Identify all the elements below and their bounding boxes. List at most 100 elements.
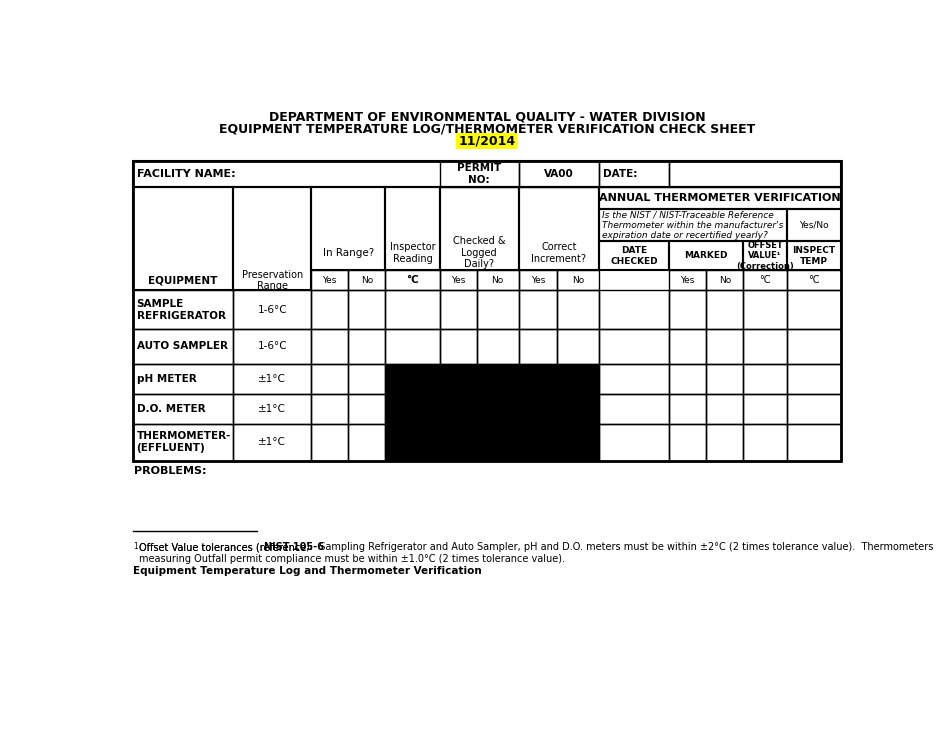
Text: In Range?: In Range?: [322, 248, 373, 258]
Bar: [386, 364, 599, 394]
Bar: [311, 424, 348, 460]
Bar: [440, 270, 477, 290]
Bar: [234, 364, 311, 394]
Bar: [386, 329, 440, 364]
Bar: [519, 290, 558, 329]
Text: Yes: Yes: [680, 276, 694, 285]
Text: THERMOMETER-
(EFFLUENT): THERMOMETER- (EFFLUENT): [137, 431, 231, 453]
Text: DEPARTMENT OF ENVIRONMENTAL QUALITY - WATER DIVISION: DEPARTMENT OF ENVIRONMENTAL QUALITY - WA…: [269, 111, 705, 124]
Text: ):  Sampling Refrigerator and Auto Sampler, pH and D.O. meters must be within ±2: ): Sampling Refrigerator and Auto Sample…: [306, 542, 934, 552]
Text: No: No: [572, 276, 584, 285]
Text: measuring Outfall permit compliance must be within ±1.0°C (2 times tolerance val: measuring Outfall permit compliance must…: [139, 554, 565, 564]
Bar: [558, 329, 599, 364]
Bar: [133, 290, 234, 329]
Text: PROBLEMS:: PROBLEMS:: [134, 466, 207, 476]
Bar: [519, 161, 599, 188]
Bar: [599, 241, 669, 270]
Bar: [787, 290, 841, 329]
Bar: [440, 188, 519, 270]
Text: EQUIPMENT: EQUIPMENT: [148, 276, 218, 285]
Bar: [599, 364, 669, 394]
Bar: [669, 424, 706, 460]
Text: NIST 105-6: NIST 105-6: [264, 542, 324, 552]
Bar: [386, 290, 440, 329]
Bar: [706, 329, 744, 364]
Bar: [787, 241, 841, 270]
Bar: [348, 329, 386, 364]
Text: 1: 1: [133, 542, 139, 551]
Bar: [669, 241, 744, 270]
Bar: [744, 329, 787, 364]
Bar: [599, 329, 669, 364]
Text: °C: °C: [759, 276, 770, 285]
Bar: [599, 394, 669, 424]
Bar: [311, 290, 348, 329]
Text: 1-6°C: 1-6°C: [257, 342, 287, 351]
Text: ±1°C: ±1°C: [258, 437, 286, 447]
Bar: [348, 424, 386, 460]
Bar: [744, 364, 787, 394]
Bar: [744, 424, 787, 460]
Bar: [133, 161, 841, 188]
Bar: [669, 364, 706, 394]
Text: D.O. METER: D.O. METER: [137, 404, 205, 414]
Bar: [744, 394, 787, 424]
Text: Offset Value tolerances (reference: Offset Value tolerances (reference: [139, 542, 310, 552]
Text: Yes: Yes: [531, 276, 545, 285]
Text: PERMIT
NO:: PERMIT NO:: [457, 163, 502, 185]
Bar: [440, 329, 477, 364]
Bar: [744, 270, 787, 290]
Bar: [348, 364, 386, 394]
Bar: [311, 188, 386, 270]
Bar: [669, 394, 706, 424]
Bar: [311, 270, 348, 290]
Bar: [669, 290, 706, 329]
Text: SAMPLE
REFRIGERATOR: SAMPLE REFRIGERATOR: [137, 299, 225, 320]
Text: Yes: Yes: [322, 276, 336, 285]
Bar: [133, 424, 234, 460]
Bar: [787, 394, 841, 424]
Bar: [133, 329, 234, 364]
Bar: [599, 290, 669, 329]
Bar: [133, 364, 234, 394]
Bar: [440, 290, 477, 329]
Bar: [669, 329, 706, 364]
Text: MARKED: MARKED: [684, 251, 728, 260]
Text: DATE:: DATE:: [603, 169, 637, 179]
Bar: [787, 424, 841, 460]
Bar: [669, 270, 706, 290]
Bar: [234, 329, 311, 364]
Text: No: No: [491, 276, 504, 285]
Text: FACILITY NAME:: FACILITY NAME:: [137, 169, 236, 179]
Bar: [348, 270, 386, 290]
Bar: [234, 188, 311, 290]
Bar: [599, 424, 669, 460]
Text: Checked &
Logged
Daily?: Checked & Logged Daily?: [453, 236, 505, 269]
Bar: [706, 290, 744, 329]
Bar: [133, 394, 234, 424]
Text: VA00: VA00: [544, 169, 574, 179]
Text: °C: °C: [406, 276, 419, 285]
Bar: [669, 161, 841, 188]
Text: ±1°C: ±1°C: [258, 404, 286, 414]
Text: 11/2014: 11/2014: [458, 135, 516, 147]
Bar: [234, 394, 311, 424]
Bar: [706, 424, 744, 460]
Bar: [519, 329, 558, 364]
Text: OFFSET
VALUE¹
(Correction): OFFSET VALUE¹ (Correction): [736, 241, 794, 270]
Bar: [599, 209, 787, 241]
Text: INSPECT
TEMP: INSPECT TEMP: [792, 246, 835, 265]
Bar: [477, 329, 519, 364]
Text: Offset Value tolerances (reference: Offset Value tolerances (reference: [139, 542, 310, 552]
Bar: [787, 329, 841, 364]
Bar: [519, 188, 599, 270]
Bar: [477, 290, 519, 329]
Bar: [787, 270, 841, 290]
Bar: [311, 394, 348, 424]
Text: pH METER: pH METER: [137, 374, 197, 384]
Bar: [311, 364, 348, 394]
Text: Equipment Temperature Log and Thermometer Verification: Equipment Temperature Log and Thermomete…: [133, 566, 482, 576]
Bar: [234, 424, 311, 460]
Bar: [348, 290, 386, 329]
Bar: [386, 394, 599, 424]
